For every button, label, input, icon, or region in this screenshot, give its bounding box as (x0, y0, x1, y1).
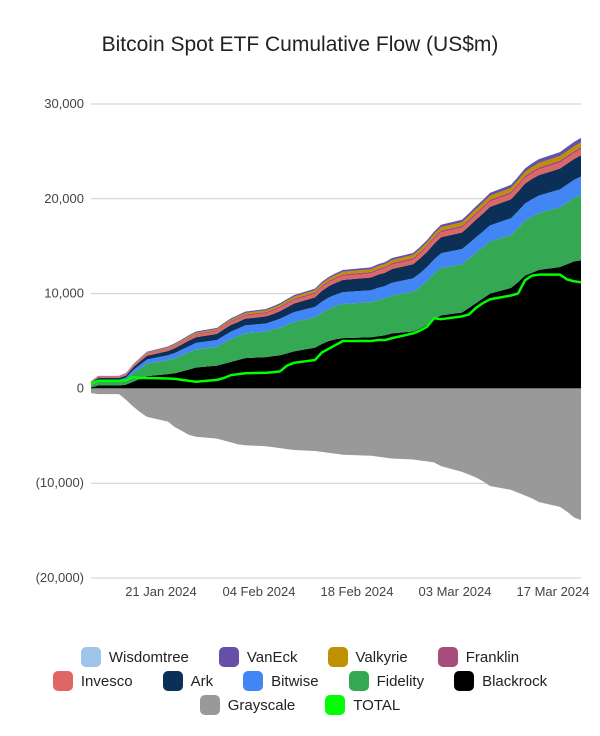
total-line (90, 273, 582, 385)
legend-item-invesco: Invesco (52, 671, 133, 691)
legend-item-ark: Ark (162, 671, 214, 691)
y-tick-label: 20,000 (44, 191, 84, 206)
legend-item-franklin: Franklin (437, 647, 520, 667)
legend-label: Valkyrie (355, 648, 408, 666)
total-line-layer (90, 273, 582, 385)
legend-swatch (348, 671, 369, 691)
legend-row: Invesco Ark Bitwise Fidelity Blackrock (0, 669, 600, 693)
legend-swatch (327, 647, 348, 667)
y-tick-label: 10,000 (44, 286, 84, 301)
legend-item-grayscale: Grayscale (199, 695, 296, 715)
x-tick-label: 18 Feb 2024 (320, 584, 393, 599)
y-tick-label: 0 (77, 380, 84, 395)
area-blackrock (91, 260, 581, 389)
x-tick-label: 04 Feb 2024 (222, 584, 295, 599)
area-grayscale (91, 388, 581, 521)
legend-item-total: TOTAL (325, 695, 400, 715)
legend-swatch (325, 695, 346, 715)
legend-label: Blackrock (482, 672, 548, 690)
legend-item-fidelity: Fidelity (348, 671, 425, 691)
area-fidelity (91, 195, 581, 388)
legend-label: Invesco (80, 672, 133, 690)
legend-swatch (243, 671, 264, 691)
chart-title: Bitcoin Spot ETF Cumulative Flow (US$m) (101, 33, 499, 56)
legend-label: Wisdomtree (108, 648, 189, 666)
legend-label: TOTAL (353, 696, 401, 714)
legend-swatch (162, 671, 183, 691)
legend-label: Franklin (465, 648, 520, 666)
legend-swatch (437, 647, 458, 667)
legend-item-valkyrie: Valkyrie (327, 647, 408, 667)
legend: Wisdomtree VanEck Valkyrie Franklin Invesco A… (0, 645, 600, 717)
chart-plot: 30,000 20,000 10,000 0 (10,000) (20,000) 21 J… (36, 96, 590, 599)
area-layer (91, 137, 581, 521)
legend-label: Fidelity (376, 672, 425, 690)
legend-item-bitwise: Bitwise (243, 671, 319, 691)
legend-label: Bitwise (271, 672, 319, 690)
legend-swatch (199, 695, 220, 715)
legend-item-wisdomtree: Wisdomtree (80, 647, 189, 667)
legend-label: Grayscale (227, 696, 296, 714)
x-axis-ticks: 21 Jan 2024 04 Feb 2024 18 Feb 2024 03 Mar … (125, 584, 589, 599)
legend-row: Grayscale TOTAL (0, 693, 600, 717)
y-axis-ticks: 30,000 20,000 10,000 0 (10,000) (20,000) (36, 96, 84, 585)
x-tick-label: 03 Mar 2024 (419, 584, 492, 599)
x-tick-label: 17 Mar 2024 (517, 584, 590, 599)
legend-item-blackrock: Blackrock (454, 671, 547, 691)
legend-swatch (52, 671, 73, 691)
y-tick-label: (10,000) (36, 475, 84, 490)
legend-swatch (80, 647, 101, 667)
legend-row: Wisdomtree VanEck Valkyrie Franklin (0, 645, 600, 669)
legend-label: Ark (190, 672, 214, 690)
y-tick-label: (20,000) (36, 570, 84, 585)
legend-label: VanEck (246, 648, 298, 666)
legend-swatch (454, 671, 475, 691)
legend-swatch (218, 647, 239, 667)
x-tick-label: 21 Jan 2024 (125, 584, 197, 599)
legend-item-vaneck: VanEck (218, 647, 298, 667)
y-tick-label: 30,000 (44, 96, 84, 111)
